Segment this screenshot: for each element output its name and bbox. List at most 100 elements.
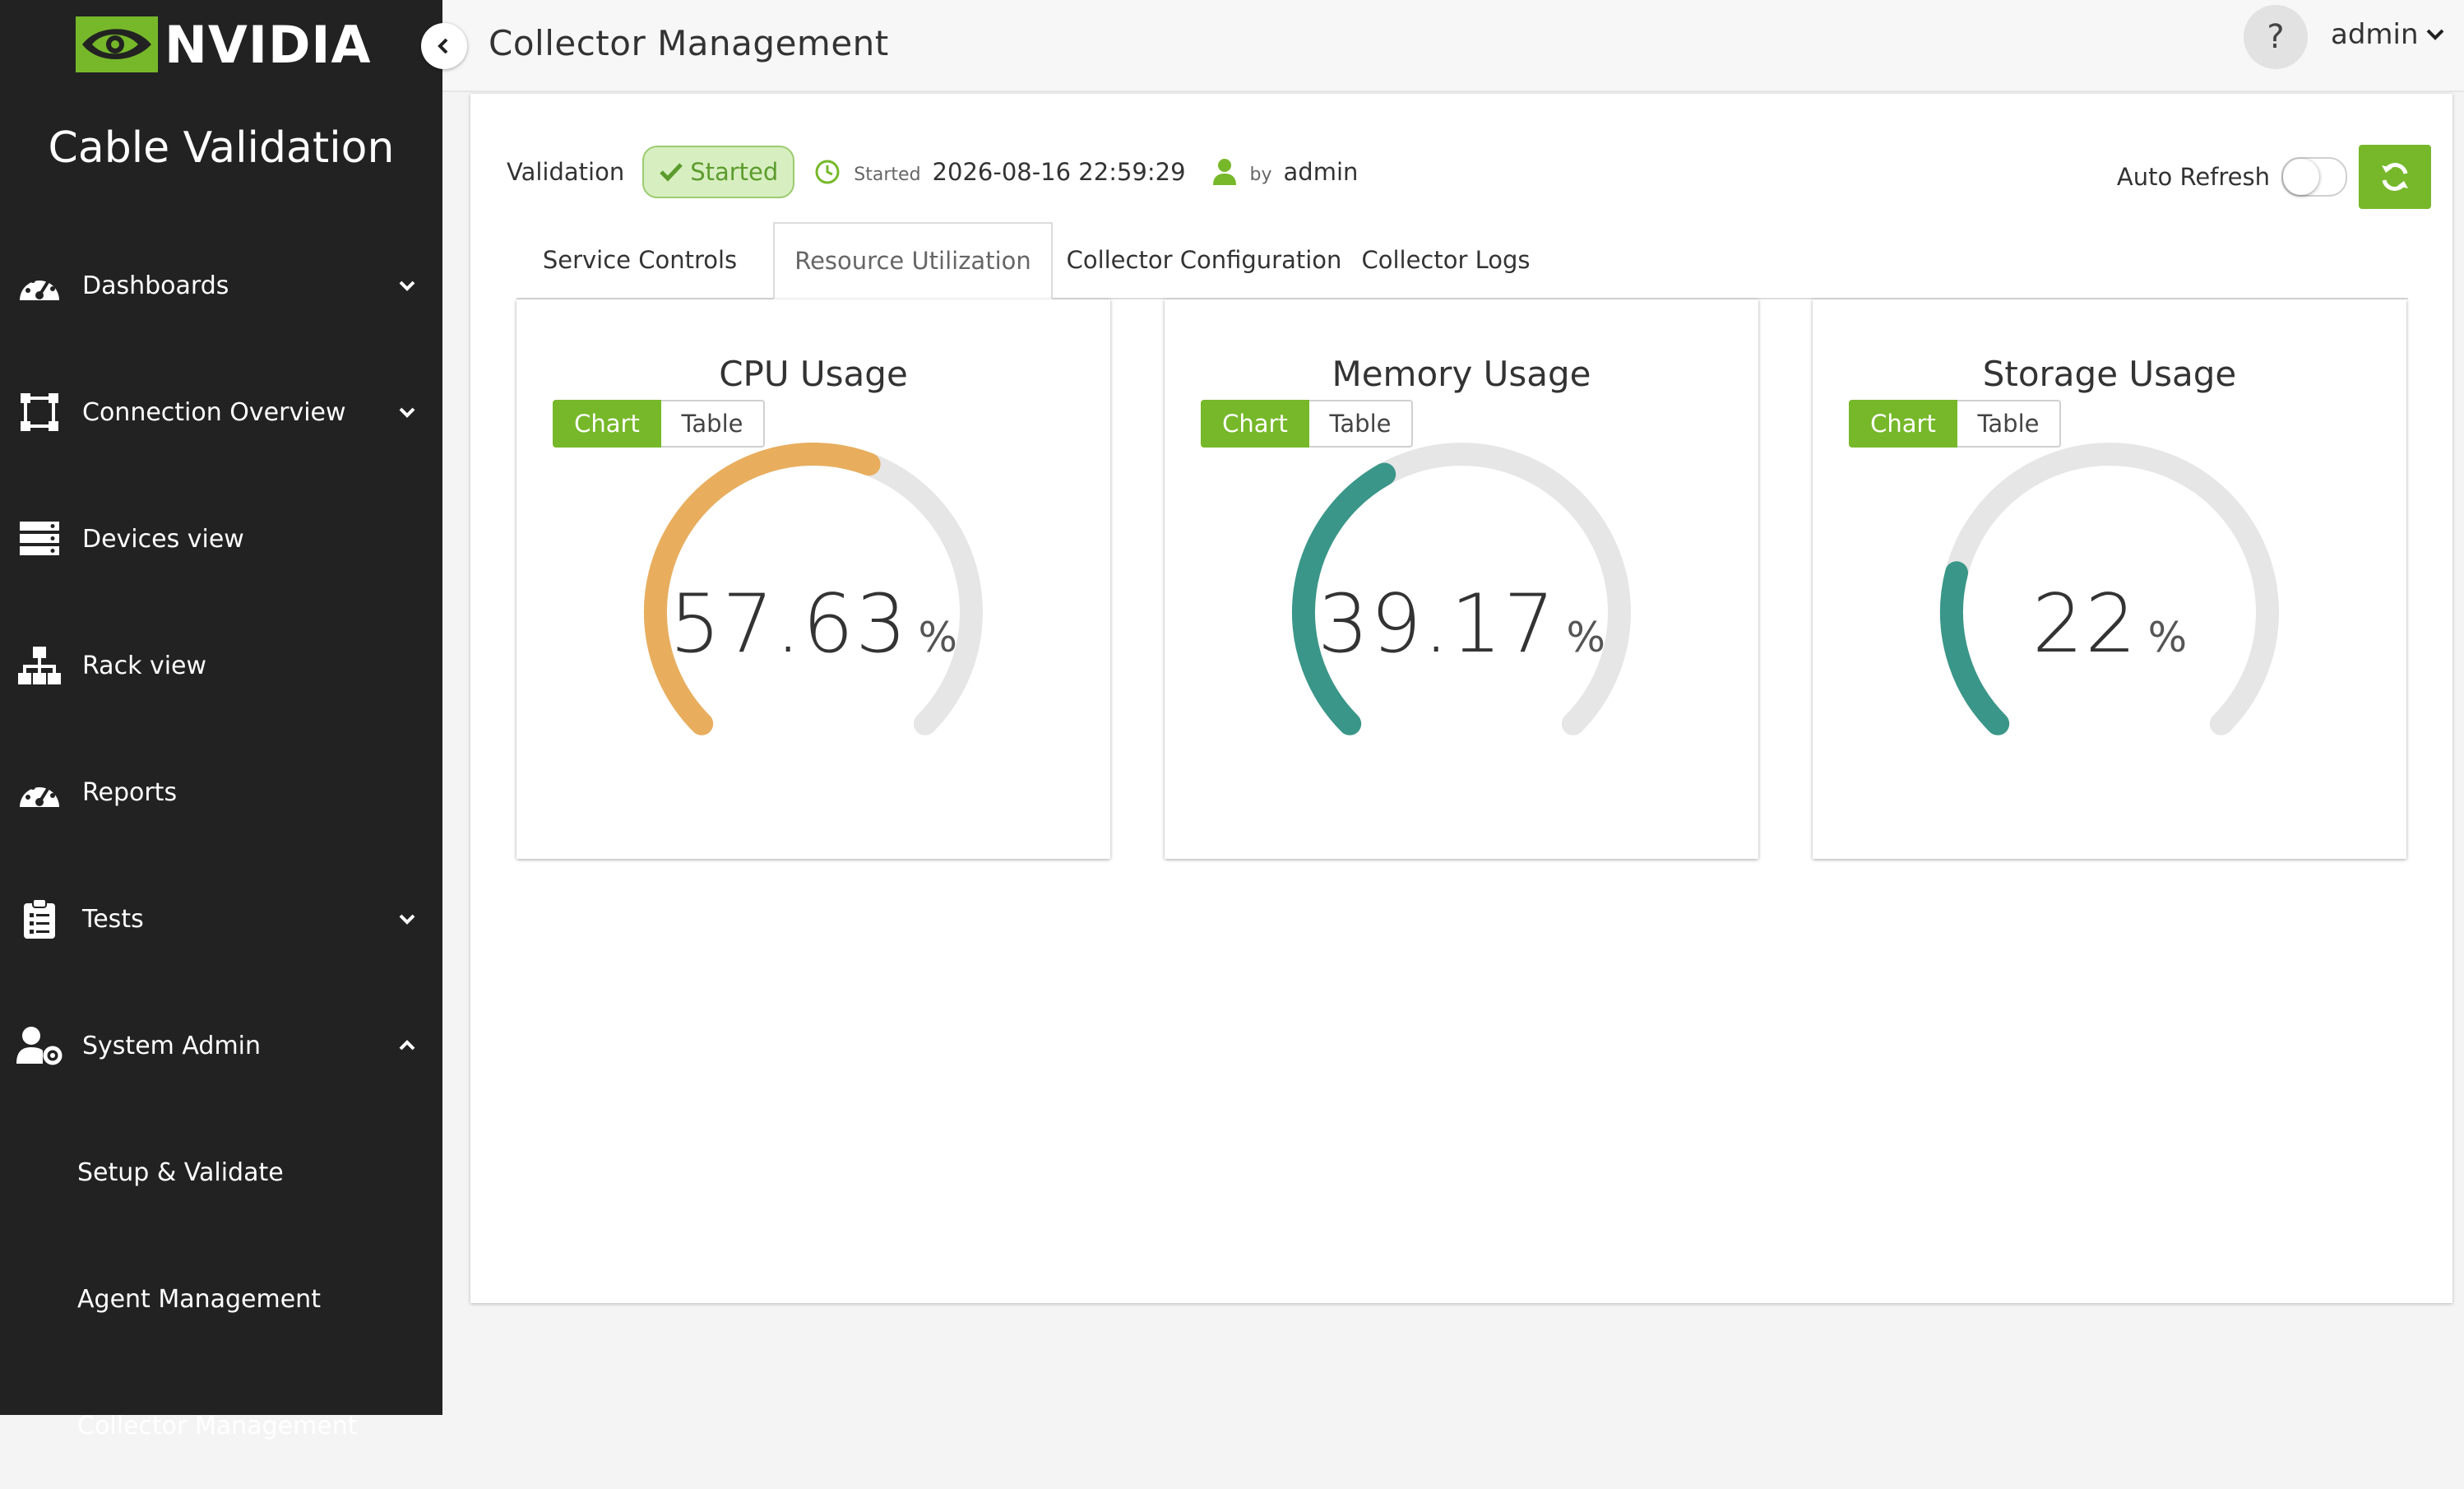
- storage-gauge: [1940, 443, 2279, 735]
- sidebar-item-label: System Admin: [82, 1031, 262, 1060]
- check-icon: [660, 163, 683, 182]
- sidebar-item-devices-view[interactable]: Devices view: [0, 475, 442, 602]
- sidebar-subitem-agent-management[interactable]: Agent Management: [0, 1236, 442, 1362]
- auto-refresh-toggle[interactable]: [2281, 157, 2347, 197]
- gauge-unit: %: [2147, 614, 2188, 661]
- gauge-unit: %: [1566, 614, 1606, 661]
- sidebar-item-label: Devices view: [82, 524, 244, 554]
- cpu-gauge: [643, 442, 983, 735]
- gauge-value: 22: [2031, 578, 2138, 671]
- gauge-value: 39.17: [1317, 578, 1557, 671]
- clipboard-icon: [16, 896, 63, 942]
- chevron-down-icon: [2426, 29, 2443, 40]
- tab-collector-configuration[interactable]: Collector Configuration: [1064, 222, 1344, 298]
- page-title: Collector Management: [489, 23, 889, 63]
- gauge-readout: 22%: [1813, 578, 2406, 671]
- chevron-down-icon: [399, 281, 415, 291]
- chevron-left-icon: [438, 38, 448, 54]
- tab-label: Collector Configuration: [1066, 246, 1342, 274]
- sidebar-subitem-collector-management[interactable]: Collector Management: [0, 1362, 442, 1489]
- tab-label: Collector Logs: [1361, 246, 1531, 274]
- cpu-usage-card: CPU Usage Chart Table 57.63%: [516, 299, 1110, 859]
- user-icon: [1212, 158, 1237, 186]
- nvidia-eye-icon: [76, 16, 158, 72]
- user-name: admin: [2331, 18, 2419, 51]
- help-button[interactable]: ?: [2244, 5, 2308, 69]
- sidebar-item-reports[interactable]: Reports: [0, 729, 442, 856]
- auto-refresh-group: Auto Refresh: [2117, 145, 2431, 209]
- sidebar-item-connection-overview[interactable]: Connection Overview: [0, 349, 442, 475]
- memory-usage-card: Memory Usage Chart Table 39.17%: [1165, 299, 1758, 859]
- gauge-readout: 39.17%: [1165, 578, 1758, 671]
- sidebar-item-label: Connection Overview: [82, 397, 346, 427]
- sidebar-item-label: Rack view: [82, 651, 207, 680]
- sidebar-subitem-label: Collector Management: [77, 1411, 358, 1440]
- tab-label: Resource Utilization: [794, 247, 1031, 275]
- sidebar-item-system-admin[interactable]: System Admin: [0, 982, 442, 1109]
- view-toggle: Chart Table: [1201, 400, 1413, 448]
- sidebar-subitem-setup-validate[interactable]: Setup & Validate: [0, 1109, 442, 1236]
- started-by-user: admin: [1283, 158, 1359, 186]
- rack-icon: [16, 642, 63, 689]
- sidebar-item-dashboards[interactable]: Dashboards: [0, 222, 442, 349]
- table-view-button[interactable]: Table: [661, 400, 765, 448]
- tab-bar: Service Controls Resource Utilization Co…: [516, 222, 2408, 299]
- tab-collector-logs[interactable]: Collector Logs: [1347, 222, 1545, 298]
- sidebar-item-rack-view[interactable]: Rack view: [0, 602, 442, 729]
- tab-resource-utilization[interactable]: Resource Utilization: [773, 222, 1053, 299]
- gauge-value-arc: [1291, 462, 1396, 735]
- main-panel: Validation Started Started 2026-08-16 22…: [470, 94, 2452, 1303]
- logo-text: NVIDIA: [164, 14, 372, 75]
- view-toggle: Chart Table: [553, 400, 765, 448]
- validation-label: Validation: [507, 158, 625, 186]
- chevron-down-icon: [399, 407, 415, 418]
- gauge-unit: %: [918, 614, 958, 661]
- dashboard-icon: [16, 262, 63, 308]
- card-title: CPU Usage: [719, 354, 908, 394]
- status-badge: Started: [642, 146, 795, 198]
- sidebar: NVIDIA Cable Validation Dashboards Conne…: [0, 0, 442, 1440]
- question-icon: ?: [2267, 18, 2285, 56]
- chevron-down-icon: [399, 914, 415, 925]
- toggle-knob: [2283, 159, 2319, 195]
- tab-service-controls[interactable]: Service Controls: [516, 222, 763, 298]
- user-menu[interactable]: admin: [2331, 18, 2445, 51]
- sidebar-item-label: Tests: [82, 904, 144, 934]
- started-label: Started: [854, 164, 921, 185]
- refresh-icon: [2382, 163, 2408, 191]
- chevron-up-icon: [399, 1040, 415, 1051]
- tab-label: Service Controls: [542, 246, 738, 274]
- connection-icon: [16, 389, 63, 435]
- gauge-value-arc: [643, 442, 881, 735]
- started-timestamp: 2026-08-16 22:59:29: [932, 158, 1186, 186]
- auto-refresh-label: Auto Refresh: [2116, 163, 2270, 191]
- card-title: Storage Usage: [1982, 354, 2237, 394]
- nvidia-logo[interactable]: NVIDIA: [76, 14, 372, 75]
- card-title: Memory Usage: [1332, 354, 1591, 394]
- gauge-value-arc: [1940, 561, 2010, 735]
- table-view-button[interactable]: Table: [1957, 400, 2061, 448]
- app-title: Cable Validation: [48, 123, 395, 173]
- chart-view-button[interactable]: Chart: [1201, 400, 1309, 448]
- sidebar-item-label: Reports: [82, 777, 178, 807]
- sidebar-subitem-label: Agent Management: [77, 1284, 321, 1314]
- storage-usage-card: Storage Usage Chart Table 22%: [1813, 299, 2406, 859]
- memory-gauge: [1291, 443, 1631, 735]
- gauge-readout: 57.63%: [516, 578, 1110, 671]
- status-badge-label: Started: [690, 158, 779, 186]
- table-view-button[interactable]: Table: [1309, 400, 1413, 448]
- collapse-sidebar-button[interactable]: [421, 23, 467, 69]
- chart-view-button[interactable]: Chart: [553, 400, 661, 448]
- sidebar-item-tests[interactable]: Tests: [0, 856, 442, 982]
- status-row: Validation Started Started 2026-08-16 22…: [507, 145, 2431, 209]
- refresh-button[interactable]: [2359, 145, 2431, 209]
- reports-icon: [16, 769, 63, 815]
- user-gear-icon: [16, 1023, 63, 1069]
- top-header: [442, 0, 2464, 92]
- view-toggle: Chart Table: [1849, 400, 2061, 448]
- chart-view-button[interactable]: Chart: [1849, 400, 1957, 448]
- gauge-value: 57.63: [669, 578, 909, 671]
- sidebar-subitem-label: Setup & Validate: [77, 1157, 284, 1187]
- devices-icon: [16, 516, 63, 562]
- clock-icon: [814, 159, 841, 185]
